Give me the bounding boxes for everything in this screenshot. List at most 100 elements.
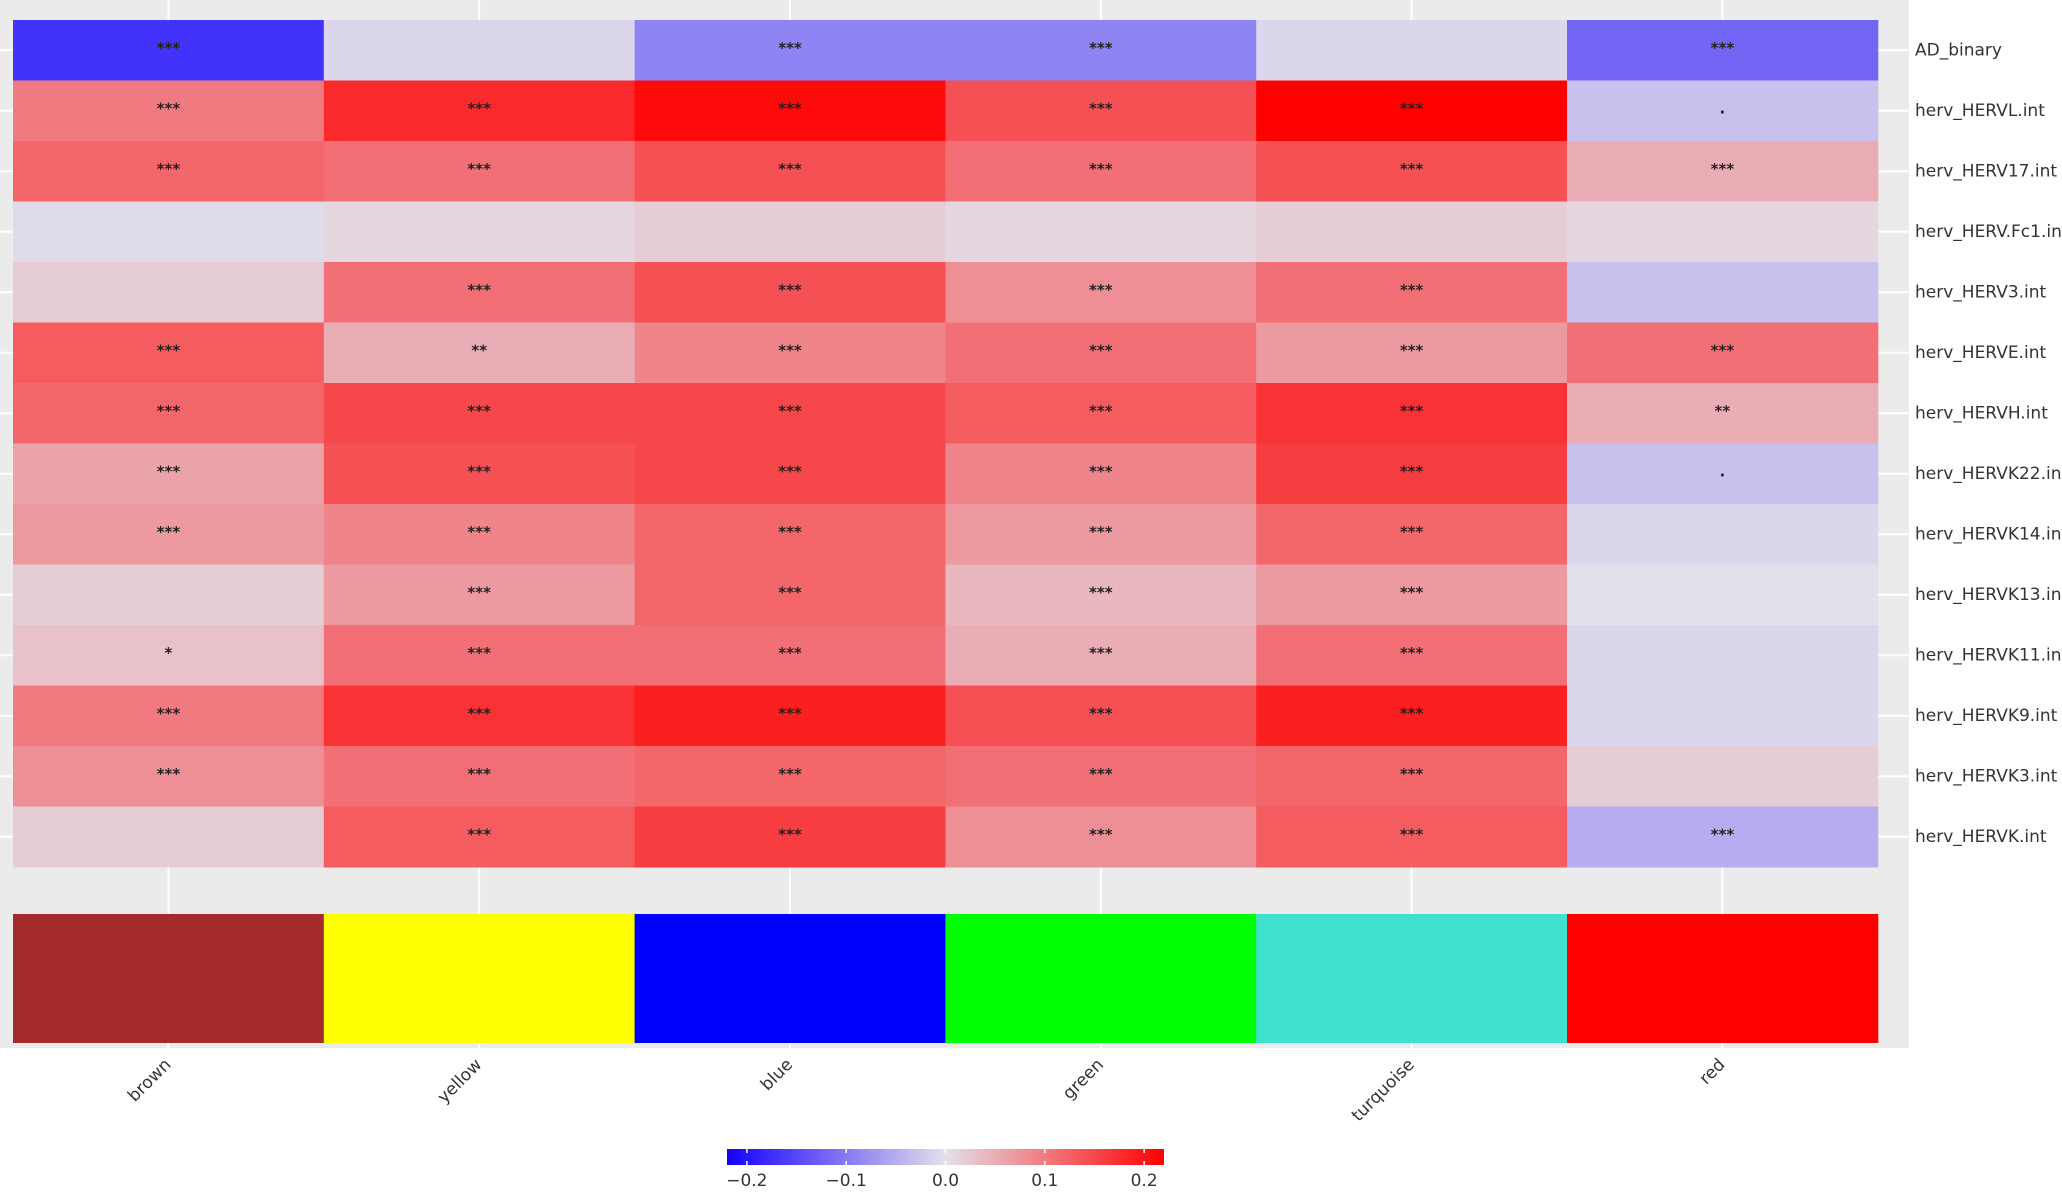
heat-cell <box>945 806 1257 868</box>
x-tick-label: green <box>1059 1055 1108 1104</box>
heat-cell <box>1256 504 1568 565</box>
row-label: herv_HERVK9.int <box>1915 706 2058 726</box>
heat-cell <box>1256 443 1568 505</box>
significance-label: . <box>1720 462 1726 480</box>
colorbar-tick-label: 0.2 <box>1131 1171 1158 1191</box>
significance-label: *** <box>467 704 491 722</box>
heat-cell <box>1567 383 1879 444</box>
colorbar-tick-label: −0.2 <box>726 1171 767 1191</box>
heat-cell <box>634 806 946 868</box>
heat-cell <box>1567 141 1879 202</box>
significance-label: *** <box>778 281 802 299</box>
heat-cell <box>945 141 1257 202</box>
significance-label: *** <box>157 341 181 359</box>
significance-label: *** <box>467 644 491 662</box>
heat-cell <box>634 383 946 444</box>
significance-label: *** <box>778 583 802 601</box>
x-tick-label: yellow <box>434 1055 487 1108</box>
heat-cell <box>634 564 946 626</box>
significance-label: *** <box>1400 462 1424 480</box>
heat-cell <box>634 685 946 747</box>
significance-label: *** <box>467 281 491 299</box>
heat-cell <box>634 625 946 686</box>
heat-cell <box>945 443 1257 505</box>
heat-cell <box>1256 564 1568 626</box>
significance-label: . <box>1720 99 1726 117</box>
significance-label: * <box>164 644 172 662</box>
significance-label: *** <box>1400 402 1424 420</box>
heat-cell <box>13 322 325 384</box>
row-label: herv_HERVL.int <box>1915 101 2045 121</box>
row-label: herv_HERVK3.int <box>1915 766 2058 786</box>
significance-label: *** <box>467 523 491 541</box>
heat-cell <box>634 80 946 142</box>
significance-label: *** <box>1400 583 1424 601</box>
heat-cell <box>945 383 1257 444</box>
heat-cell <box>1256 80 1568 142</box>
significance-label: ** <box>471 341 487 359</box>
heat-cell <box>13 746 325 807</box>
heat-cell <box>945 504 1257 565</box>
heat-cell <box>13 443 325 505</box>
heat-cell <box>323 383 636 444</box>
significance-label: *** <box>1089 765 1113 783</box>
heat-cell <box>1256 20 1568 81</box>
heat-cell <box>323 625 636 686</box>
significance-label: *** <box>1089 523 1113 541</box>
module-color <box>1567 914 1879 1043</box>
row-label: herv_HERV.Fc1.int <box>1915 222 2062 242</box>
x-tick-label: blue <box>757 1055 797 1095</box>
significance-label: *** <box>467 402 491 420</box>
heat-cell <box>1567 322 1879 384</box>
significance-label: *** <box>1089 341 1113 359</box>
heat-cell <box>1567 806 1879 868</box>
significance-label: *** <box>157 765 181 783</box>
heat-cell <box>634 201 946 263</box>
heat-cell <box>13 564 325 626</box>
heat-cell <box>323 141 636 202</box>
significance-label: *** <box>778 523 802 541</box>
significance-label: *** <box>1711 341 1735 359</box>
heat-cell <box>13 262 325 323</box>
heat-cell <box>323 20 636 81</box>
heat-cell <box>1567 564 1879 626</box>
significance-label: *** <box>1711 825 1735 843</box>
row-label: herv_HERVK11.int <box>1915 645 2062 665</box>
row-label: herv_HERVK.int <box>1915 827 2047 847</box>
row-label: herv_HERVK22.int <box>1915 464 2062 484</box>
heat-cell <box>1567 504 1879 565</box>
row-label: AD_binary <box>1915 40 2002 60</box>
heat-cell <box>945 80 1257 142</box>
heat-cell <box>1567 746 1879 807</box>
significance-label: *** <box>778 462 802 480</box>
heat-cell <box>1567 625 1879 686</box>
x-tick-label: red <box>1696 1055 1730 1089</box>
row-label: herv_HERV17.int <box>1915 161 2057 181</box>
heat-cell <box>945 201 1257 263</box>
heat-cell <box>634 746 946 807</box>
heat-cell <box>323 443 636 505</box>
significance-label: *** <box>1089 825 1113 843</box>
significance-label: *** <box>1089 583 1113 601</box>
heat-cell <box>323 201 636 263</box>
significance-label: *** <box>467 462 491 480</box>
heat-cell <box>323 504 636 565</box>
significance-label: *** <box>157 523 181 541</box>
heat-cell <box>1256 746 1568 807</box>
colorbar <box>727 1149 1164 1165</box>
row-label: herv_HERVK13.int <box>1915 585 2062 605</box>
heat-cell <box>1256 141 1568 202</box>
heat-cell <box>1567 201 1879 263</box>
heat-cell <box>323 685 636 747</box>
heat-cell <box>945 20 1257 81</box>
significance-label: *** <box>1400 765 1424 783</box>
module-color <box>323 914 636 1043</box>
significance-label: *** <box>1089 281 1113 299</box>
significance-label: *** <box>778 160 802 178</box>
heat-cell <box>323 746 636 807</box>
significance-label: *** <box>1089 160 1113 178</box>
significance-label: *** <box>1711 39 1735 57</box>
significance-label: *** <box>157 704 181 722</box>
heat-cell <box>13 806 325 868</box>
